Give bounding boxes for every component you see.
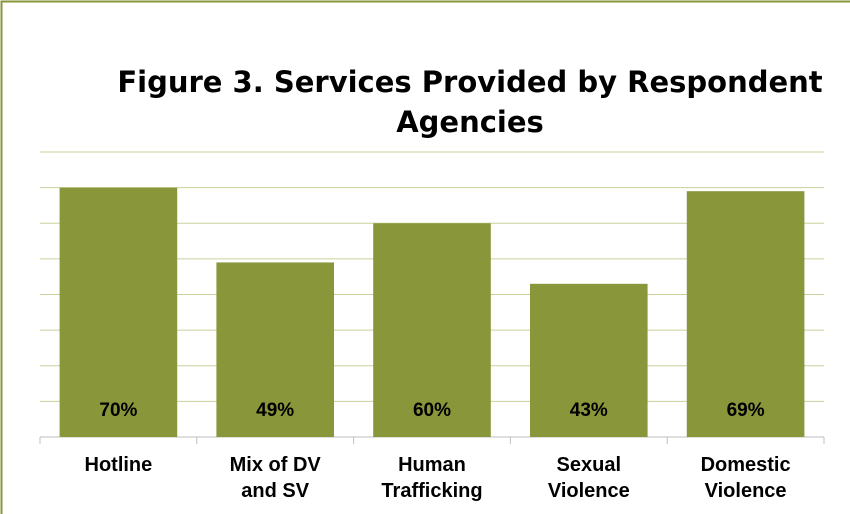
bar (373, 223, 491, 437)
value-label: 70% (99, 400, 137, 421)
x-tick-label: Human Trafficking (381, 454, 483, 502)
x-tick-label: Mix of DV and SV (229, 454, 321, 502)
chart-title: Figure 3. Services Provided by Responden… (117, 65, 823, 139)
x-tick-label: Hotline (84, 454, 153, 476)
x-tick-label: Domestic Violence (700, 454, 791, 502)
value-label: 49% (256, 400, 294, 421)
bar (216, 262, 334, 437)
bar (530, 283, 648, 437)
bar (59, 187, 178, 437)
value-label: 69% (727, 400, 765, 421)
value-label: 60% (413, 400, 451, 421)
value-label: 43% (570, 400, 608, 421)
bar (686, 191, 805, 437)
x-tick-label: Sexual Violence (547, 454, 630, 502)
